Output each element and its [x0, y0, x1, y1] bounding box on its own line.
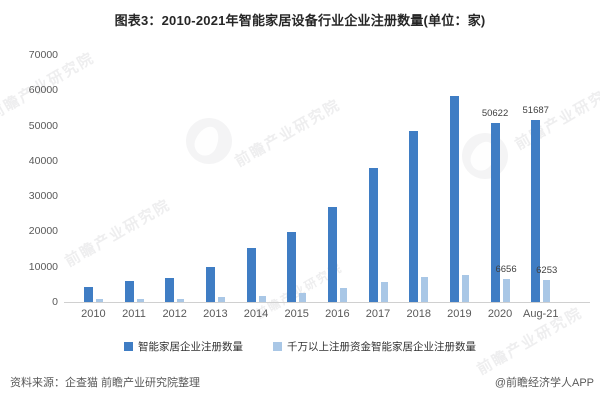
bar-primary-2018 [409, 130, 419, 302]
x-tick-label-2018: 2018 [406, 308, 431, 320]
legend-marker-icon [124, 342, 133, 351]
y-tick-label: 40000 [28, 154, 58, 167]
y-tick-label: 10000 [28, 260, 58, 273]
bar-group-2018 [398, 55, 439, 302]
bar-group-2012 [154, 55, 195, 302]
x-tick-label-Aug-21: Aug-21 [522, 308, 559, 320]
x-tick-label-2010: 2010 [81, 308, 106, 320]
bar-primary-Aug-21 [531, 119, 541, 302]
bar-primary-2020 [490, 123, 500, 302]
legend-label: 千万以上注册资金智能家居企业注册数量 [287, 341, 476, 353]
bar-group-2019 [439, 55, 480, 302]
bar-primary-2013 [205, 267, 215, 302]
chart-title: 图表3：2010-2021年智能家居设备行业企业注册数量(单位：家) [114, 13, 486, 28]
bar-secondary-2015 [299, 293, 307, 302]
bar-primary-2011 [124, 280, 134, 302]
value-label-Aug-21: 6253 [536, 264, 558, 276]
y-axis: 70000 60000 50000 40000 30000 20000 10000 0 [0, 49, 58, 308]
value-label-Aug-21: 51687 [522, 104, 549, 116]
x-tick-label-2017: 2017 [365, 308, 391, 320]
bar-secondary-Aug-21 [543, 279, 551, 302]
credit-note: @前瞻经济学人APP [494, 377, 594, 389]
x-tick-label-2013: 2013 [203, 308, 228, 320]
bar-group-2011 [114, 55, 155, 302]
y-tick-label: 70000 [28, 49, 58, 61]
bar-secondary-2013 [217, 297, 225, 302]
bar-secondary-2016 [339, 287, 347, 302]
bar-secondary-2011 [136, 299, 144, 302]
value-label-2020: 6656 [495, 263, 517, 275]
y-tick-label: 20000 [28, 225, 58, 238]
footer: 资料来源：企查猫 前瞻产业研究院整理 @前瞻经济学人APP [10, 374, 594, 390]
y-tick-label: 0 [52, 296, 58, 308]
bar-group-2015 [276, 55, 317, 302]
bar-secondary-2014 [258, 295, 266, 302]
source-note: 资料来源：企查猫 前瞻产业研究院整理 [10, 377, 201, 389]
bar-primary-2012 [165, 277, 175, 302]
y-tick-label: 50000 [28, 119, 58, 132]
y-tick-label: 60000 [28, 84, 58, 97]
bar-secondary-2018 [421, 277, 429, 302]
bar-group-2017 [358, 55, 399, 302]
bar-group-2013 [195, 55, 236, 302]
bar-primary-2014 [246, 248, 256, 302]
x-tick-label-2014: 2014 [243, 308, 269, 320]
legend-item-1: 智能家居企业注册数量 [124, 339, 243, 354]
bar-group-2016 [317, 55, 358, 302]
bar-secondary-2020 [502, 278, 510, 302]
bar-secondary-2017 [380, 281, 388, 302]
x-tick-label-2016: 2016 [325, 308, 350, 320]
legend-label: 智能家居企业注册数量 [138, 341, 243, 353]
bar-secondary-2019 [461, 275, 469, 302]
legend-item-2: 千万以上注册资金智能家居企业注册数量 [273, 339, 476, 354]
x-axis: 2010 2011 2012 2013 2014 2015 2016 2017 2018 2019… [73, 308, 561, 320]
x-tick-label-2012: 2012 [162, 308, 187, 320]
bar-secondary-2012 [177, 298, 185, 302]
x-tick-label-2019: 2019 [447, 308, 472, 320]
bar-group-Aug-21: 51687 6253 [520, 55, 561, 302]
bar-primary-2017 [368, 168, 378, 302]
legend: 智能家居企业注册数量 千万以上注册资金智能家居企业注册数量 [0, 339, 600, 354]
bar-group-2020: 50622 6656 [480, 55, 521, 302]
bar-group-2010 [73, 55, 114, 302]
x-tick-label-2015: 2015 [284, 308, 309, 320]
bar-secondary-2010 [95, 299, 103, 302]
bar-primary-2015 [287, 232, 297, 302]
plot-area: 50622 6656 51687 6253 [64, 55, 590, 303]
bar-group-2014 [236, 55, 277, 302]
x-tick-label-2020: 2020 [487, 308, 513, 320]
bar-primary-2019 [449, 96, 459, 302]
bar-columns: 50622 6656 51687 6253 [73, 55, 561, 302]
legend-marker-icon [273, 342, 282, 351]
y-tick-label: 30000 [28, 190, 58, 203]
x-tick-label-2011: 2011 [122, 308, 146, 320]
value-label-2020: 50622 [481, 108, 509, 120]
bar-primary-2016 [327, 206, 337, 302]
bar-primary-2010 [83, 286, 93, 302]
